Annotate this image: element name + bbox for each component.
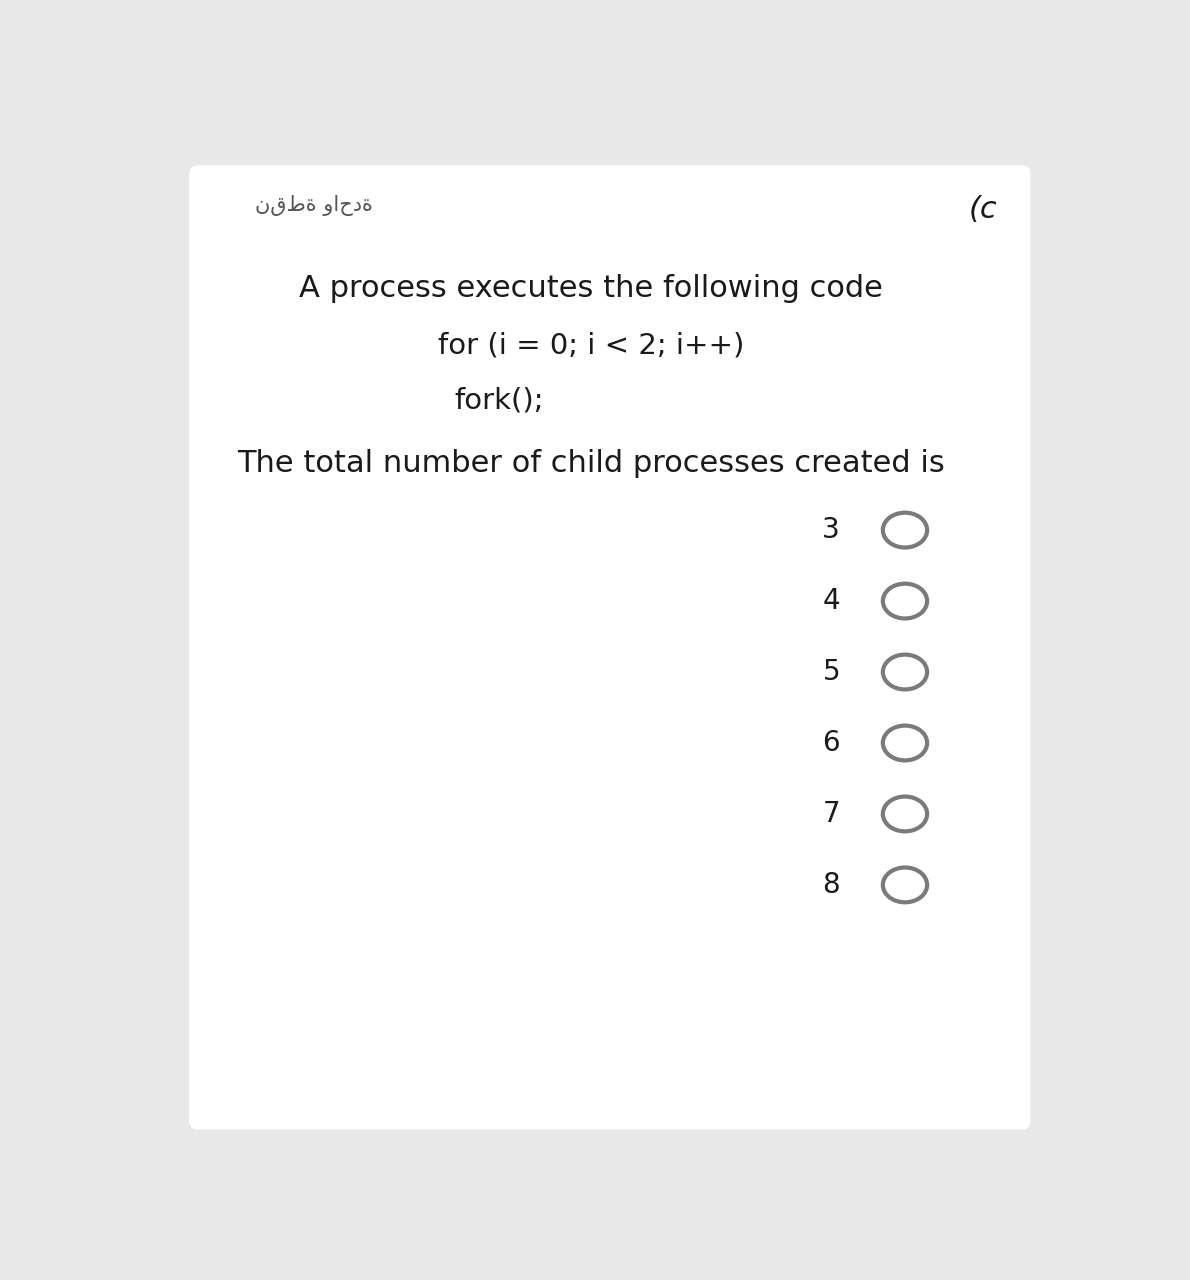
Text: 3: 3 bbox=[822, 516, 840, 544]
Text: The total number of child processes created is: The total number of child processes crea… bbox=[238, 449, 945, 479]
Text: 4: 4 bbox=[822, 588, 840, 616]
Text: for (i = 0; i < 2; i++): for (i = 0; i < 2; i++) bbox=[438, 332, 745, 358]
Text: نقطة واحدة: نقطة واحدة bbox=[255, 195, 372, 216]
Text: 8: 8 bbox=[822, 870, 840, 899]
FancyBboxPatch shape bbox=[189, 165, 1031, 1129]
Text: A process executes the following code: A process executes the following code bbox=[300, 274, 883, 303]
Text: fork();: fork(); bbox=[455, 387, 544, 415]
Text: (c: (c bbox=[969, 195, 997, 224]
Text: 7: 7 bbox=[822, 800, 840, 828]
Text: 5: 5 bbox=[822, 658, 840, 686]
Text: 6: 6 bbox=[822, 730, 840, 756]
